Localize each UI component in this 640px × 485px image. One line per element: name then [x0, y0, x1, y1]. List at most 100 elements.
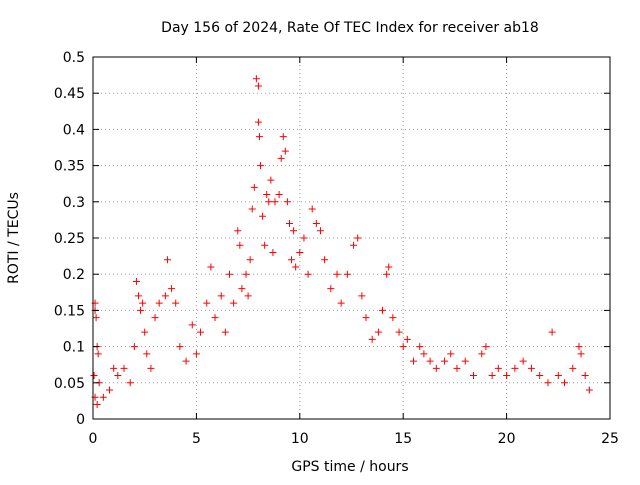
- data-point: [120, 364, 128, 372]
- data-point: [250, 183, 258, 191]
- data-point: [151, 314, 159, 322]
- data-point: [188, 321, 196, 329]
- data-point: [168, 285, 176, 293]
- data-point: [261, 241, 269, 249]
- data-point: [255, 133, 263, 141]
- data-point: [126, 379, 134, 387]
- y-tick-label: 0.4: [63, 122, 85, 138]
- data-point: [130, 343, 138, 351]
- x-tick-label: 5: [192, 431, 201, 447]
- grid-lines: [93, 57, 610, 419]
- data-point: [321, 256, 329, 264]
- data-point: [333, 270, 341, 278]
- data-point: [182, 357, 190, 365]
- data-point: [296, 248, 304, 256]
- chart-title: Day 156 of 2024, Rate Of TEC Index for r…: [161, 20, 539, 36]
- data-point: [143, 350, 151, 358]
- data-point: [383, 270, 391, 278]
- data-point: [416, 343, 424, 351]
- data-point: [447, 350, 455, 358]
- data-point: [230, 299, 238, 307]
- data-point: [283, 198, 291, 206]
- data-point: [211, 314, 219, 322]
- data-point: [426, 357, 434, 365]
- y-tick-label: 0.45: [54, 86, 85, 102]
- data-point: [362, 314, 370, 322]
- data-point: [561, 379, 569, 387]
- data-point: [577, 350, 585, 358]
- data-point: [488, 372, 496, 380]
- data-point: [453, 364, 461, 372]
- data-point: [554, 372, 562, 380]
- data-point: [575, 343, 583, 351]
- data-point: [244, 292, 252, 300]
- data-point: [337, 299, 345, 307]
- data-point: [114, 372, 122, 380]
- y-axis-label: ROTI / TECUs: [6, 192, 22, 284]
- y-tick-label: 0.1: [63, 340, 85, 356]
- data-point: [172, 299, 180, 307]
- y-tick-label: 0.5: [63, 50, 85, 66]
- data-point: [569, 364, 577, 372]
- data-point: [399, 343, 407, 351]
- data-point: [316, 227, 324, 235]
- data-point: [176, 343, 184, 351]
- data-point: [503, 372, 511, 380]
- data-point: [585, 386, 593, 394]
- data-point: [395, 328, 403, 336]
- x-axis-label: GPS time / hours: [291, 459, 408, 475]
- data-point: [275, 191, 283, 199]
- x-tick-label: 20: [498, 431, 516, 447]
- data-point: [265, 198, 273, 206]
- data-point: [285, 220, 293, 228]
- data-point: [141, 328, 149, 336]
- data-point: [155, 299, 163, 307]
- data-point: [389, 314, 397, 322]
- y-tick-label: 0.25: [54, 231, 85, 247]
- data-point: [94, 350, 102, 358]
- data-point: [536, 372, 544, 380]
- data-point: [461, 357, 469, 365]
- data-point: [374, 328, 382, 336]
- data-point: [234, 227, 242, 235]
- data-point: [343, 270, 351, 278]
- data-point: [354, 234, 362, 242]
- data-point: [519, 357, 527, 365]
- y-tick-label: 0.15: [54, 303, 85, 319]
- data-point: [350, 241, 358, 249]
- x-tick-label: 0: [89, 431, 98, 447]
- data-point: [290, 227, 298, 235]
- data-point: [221, 328, 229, 336]
- x-tick-label: 25: [601, 431, 619, 447]
- y-tick-label: 0: [76, 412, 85, 428]
- y-tick-label: 0.35: [54, 159, 85, 175]
- data-point: [197, 328, 205, 336]
- data-point: [254, 82, 262, 90]
- data-point: [327, 285, 335, 293]
- y-tick-label: 0.3: [63, 195, 85, 211]
- data-point: [403, 335, 411, 343]
- data-point: [308, 205, 316, 213]
- data-point: [192, 350, 200, 358]
- data-point: [238, 285, 246, 293]
- data-point: [494, 364, 502, 372]
- data-point: [236, 241, 244, 249]
- data-point: [511, 364, 519, 372]
- data-point: [292, 263, 300, 271]
- data-point: [254, 118, 262, 126]
- x-tick-label: 15: [394, 431, 412, 447]
- data-point: [110, 364, 118, 372]
- data-point: [441, 357, 449, 365]
- data-point: [288, 256, 296, 264]
- y-tick-label: 0.2: [63, 267, 85, 283]
- data-point: [269, 248, 277, 256]
- data-point: [544, 379, 552, 387]
- data-point: [267, 176, 275, 184]
- data-point: [279, 133, 287, 141]
- data-point: [300, 234, 308, 242]
- data-point: [581, 372, 589, 380]
- axis-tick-labels: 0 5 10 15 20 25 0 0.05 0.1 0.15 0.2 0.25 0.3 0.35 0.4 0…: [54, 50, 619, 447]
- data-point: [368, 335, 376, 343]
- data-point: [470, 372, 478, 380]
